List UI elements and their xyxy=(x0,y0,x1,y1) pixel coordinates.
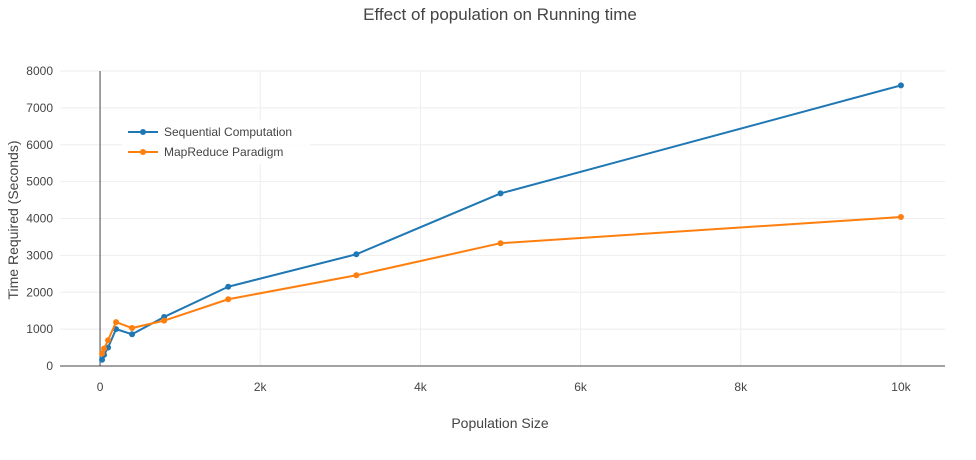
data-point[interactable] xyxy=(353,272,360,279)
x-tick-label: 2k xyxy=(254,380,268,394)
legend: Sequential Computation MapReduce Paradigm xyxy=(122,120,310,164)
legend-item[interactable]: MapReduce Paradigm xyxy=(128,145,283,159)
data-point[interactable] xyxy=(99,356,106,363)
data-point[interactable] xyxy=(129,325,136,332)
series-lines xyxy=(99,82,904,363)
y-tick-label: 5000 xyxy=(26,175,53,189)
legend-item[interactable]: Sequential Computation xyxy=(128,125,292,139)
data-point[interactable] xyxy=(161,317,168,324)
x-tick-label: 8k xyxy=(734,380,748,394)
data-point[interactable] xyxy=(897,82,904,89)
legend-swatch-marker xyxy=(140,129,146,135)
x-tick-label: 0 xyxy=(97,380,104,394)
y-tick-label: 6000 xyxy=(26,138,53,152)
y-tick-label: 0 xyxy=(46,359,53,373)
legend-background xyxy=(122,120,310,164)
x-tick-label: 10k xyxy=(891,380,911,394)
legend-label: Sequential Computation xyxy=(164,125,292,139)
data-point[interactable] xyxy=(225,296,232,303)
data-point[interactable] xyxy=(497,240,504,247)
y-tick-label: 3000 xyxy=(26,248,53,262)
x-axis-title: Population Size xyxy=(451,415,549,431)
y-axis-title: Time Required (Seconds) xyxy=(5,141,21,300)
y-tick-label: 4000 xyxy=(26,212,53,226)
y-tick-label: 7000 xyxy=(26,101,53,115)
data-point[interactable] xyxy=(105,337,112,344)
axes: 0 2k 4k 6k 8k 10k 0 1000 2000 3000 4000 5000 6000 700… xyxy=(26,64,945,394)
chart-title: Effect of population on Running time xyxy=(363,5,637,24)
y-tick-label: 8000 xyxy=(26,64,53,78)
grid-lines xyxy=(60,70,945,366)
series-line xyxy=(101,84,902,361)
data-point[interactable] xyxy=(113,319,120,326)
data-point[interactable] xyxy=(225,283,232,290)
data-point[interactable] xyxy=(497,190,504,197)
legend-swatch-marker xyxy=(140,149,146,155)
legend-label: MapReduce Paradigm xyxy=(164,145,283,159)
x-tick-label: 4k xyxy=(414,380,428,394)
data-point[interactable] xyxy=(353,251,360,258)
data-point[interactable] xyxy=(897,214,904,221)
x-tick-label: 6k xyxy=(574,380,588,394)
data-point[interactable] xyxy=(129,331,136,338)
data-point[interactable] xyxy=(101,345,108,352)
series-0 xyxy=(99,82,904,363)
series-1 xyxy=(99,214,904,357)
data-point[interactable] xyxy=(99,350,106,357)
y-tick-label: 2000 xyxy=(26,285,53,299)
series-line xyxy=(101,216,902,354)
y-tick-label: 1000 xyxy=(26,322,53,336)
